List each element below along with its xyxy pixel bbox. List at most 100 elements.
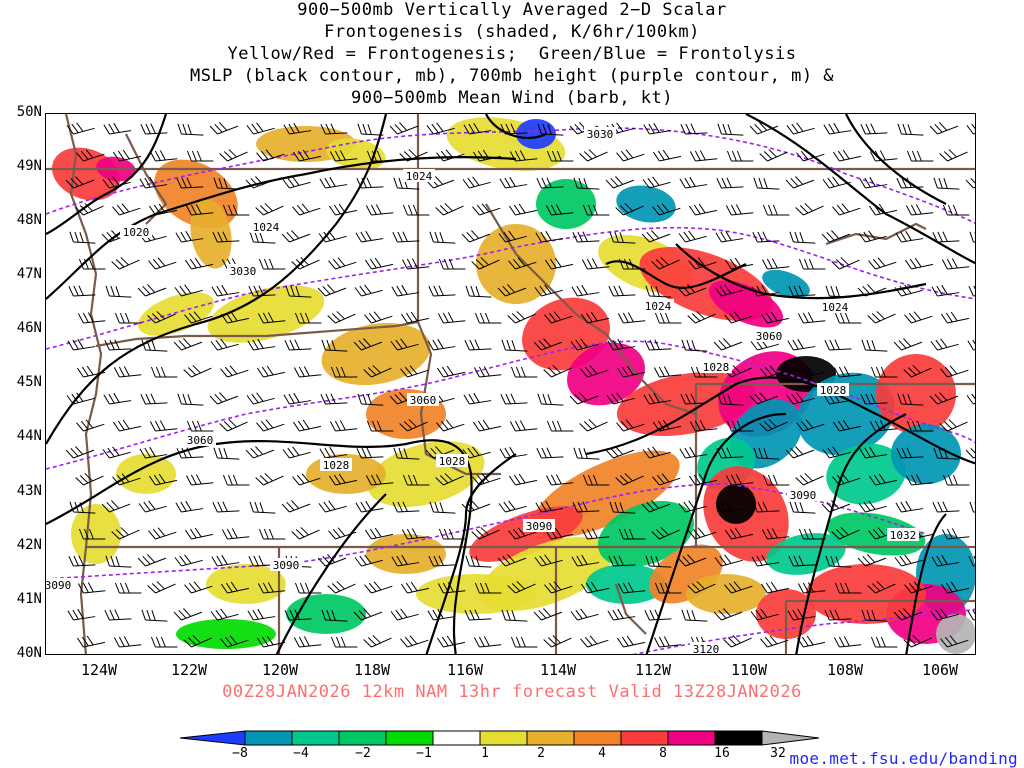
wind-barb xyxy=(429,231,456,244)
wind-barb xyxy=(798,528,826,540)
wind-barb xyxy=(211,554,240,567)
wind-barb xyxy=(797,582,826,594)
wind-barb xyxy=(257,635,286,648)
wind-barb xyxy=(113,419,142,432)
wind-barb xyxy=(942,474,970,486)
svg-text:1024: 1024 xyxy=(822,301,849,314)
credit-link[interactable]: moe.met.fsu.edu/banding xyxy=(789,749,1018,768)
wind-barb xyxy=(543,635,572,648)
shade-blob xyxy=(936,614,975,654)
wind-barb xyxy=(356,177,384,189)
height-contours-700mb xyxy=(46,127,975,654)
contour-label: 1020 xyxy=(120,225,152,239)
wind-barb xyxy=(645,285,672,298)
wind-barb xyxy=(753,447,780,460)
wind-barb xyxy=(787,608,816,621)
wind-barb xyxy=(329,203,358,216)
wind-barb xyxy=(75,473,104,486)
lon-label-120w: 120W xyxy=(261,661,299,679)
wind-barb xyxy=(78,528,106,540)
wind-barb xyxy=(102,446,131,459)
wind-barb xyxy=(245,446,275,459)
wind-barb xyxy=(183,635,212,648)
wind-barb xyxy=(500,393,528,405)
mslp-contour xyxy=(585,376,975,465)
mslp-contour xyxy=(675,243,927,300)
shade-blob xyxy=(366,534,446,574)
wind-barb xyxy=(402,204,430,216)
wind-barb xyxy=(318,230,347,243)
wind-barb xyxy=(320,123,348,135)
wind-barb xyxy=(364,311,393,324)
wind-barb xyxy=(69,231,96,244)
wind-barb xyxy=(284,609,312,621)
wind-barb xyxy=(831,257,860,270)
wind-barb xyxy=(292,473,321,486)
wind-barb xyxy=(437,635,466,648)
wind-barb xyxy=(257,582,286,594)
wind-barb xyxy=(319,446,348,459)
wind-barb xyxy=(462,176,491,189)
wind-barb xyxy=(581,528,610,540)
wind-barb xyxy=(78,258,106,270)
wind-barb xyxy=(941,258,970,270)
wind-barb xyxy=(294,312,322,324)
wind-barb xyxy=(356,447,384,459)
contour-labels: 1024 1024 1020 1024 1024 1028 1028 1028 1028 1032… xyxy=(46,127,919,654)
wind-barb xyxy=(537,393,564,406)
wind-barb xyxy=(641,500,671,513)
wind-barb xyxy=(111,527,140,540)
wind-barb xyxy=(786,392,815,405)
wind-barb xyxy=(147,311,176,324)
wind-barb xyxy=(77,312,106,324)
shade-blob xyxy=(71,504,121,564)
contour-label: 3060 xyxy=(407,393,439,407)
wind-barb xyxy=(499,446,528,459)
wind-barb xyxy=(870,366,898,378)
wind-barb xyxy=(713,608,743,621)
mslp-contour xyxy=(605,260,747,289)
wind-barb xyxy=(473,419,502,432)
shade-blob xyxy=(190,199,232,269)
wind-barb xyxy=(137,554,167,567)
colorbar-tick-label: 1 xyxy=(481,746,489,761)
colorbar-segment xyxy=(432,730,481,746)
wind-barb xyxy=(473,366,502,378)
wind-barb xyxy=(867,311,896,324)
wind-barb xyxy=(788,285,816,297)
wind-barb xyxy=(401,581,430,594)
wind-barb xyxy=(688,527,717,540)
wind-barb xyxy=(573,447,600,460)
wind-barb xyxy=(76,419,105,432)
shade-blob xyxy=(416,574,536,614)
wind-barb xyxy=(461,230,491,243)
svg-text:3090: 3090 xyxy=(790,489,817,502)
wind-barb xyxy=(321,609,348,622)
contour-label: 3090 xyxy=(523,519,555,533)
wind-barb xyxy=(102,176,131,189)
wind-barb xyxy=(175,500,204,513)
wind-barb xyxy=(111,257,140,270)
wind-barb xyxy=(716,447,744,459)
wind-barb xyxy=(582,204,610,216)
wind-barb xyxy=(508,527,537,540)
wind-barb xyxy=(752,231,780,243)
wind-barb xyxy=(138,500,167,513)
lat-label-42n: 42N xyxy=(16,537,42,553)
wind-barb xyxy=(139,446,168,459)
wind-barb xyxy=(797,365,826,378)
wind-barb xyxy=(427,608,456,621)
wind-barb xyxy=(209,122,239,135)
wind-barb xyxy=(833,419,862,432)
wind-barb xyxy=(869,473,898,486)
wind-barb xyxy=(212,501,240,513)
wind-barb xyxy=(113,366,142,378)
contour-label: 1028 xyxy=(436,454,468,468)
wind-barb xyxy=(857,284,887,297)
height-contour xyxy=(46,226,975,350)
wind-barb xyxy=(509,150,538,162)
wind-barb xyxy=(509,473,538,486)
map-panel: 1024 1024 1020 1024 1024 1028 1028 1028 1028 1032… xyxy=(45,113,976,655)
wind-barb xyxy=(570,338,599,351)
wind-barb xyxy=(246,392,275,405)
